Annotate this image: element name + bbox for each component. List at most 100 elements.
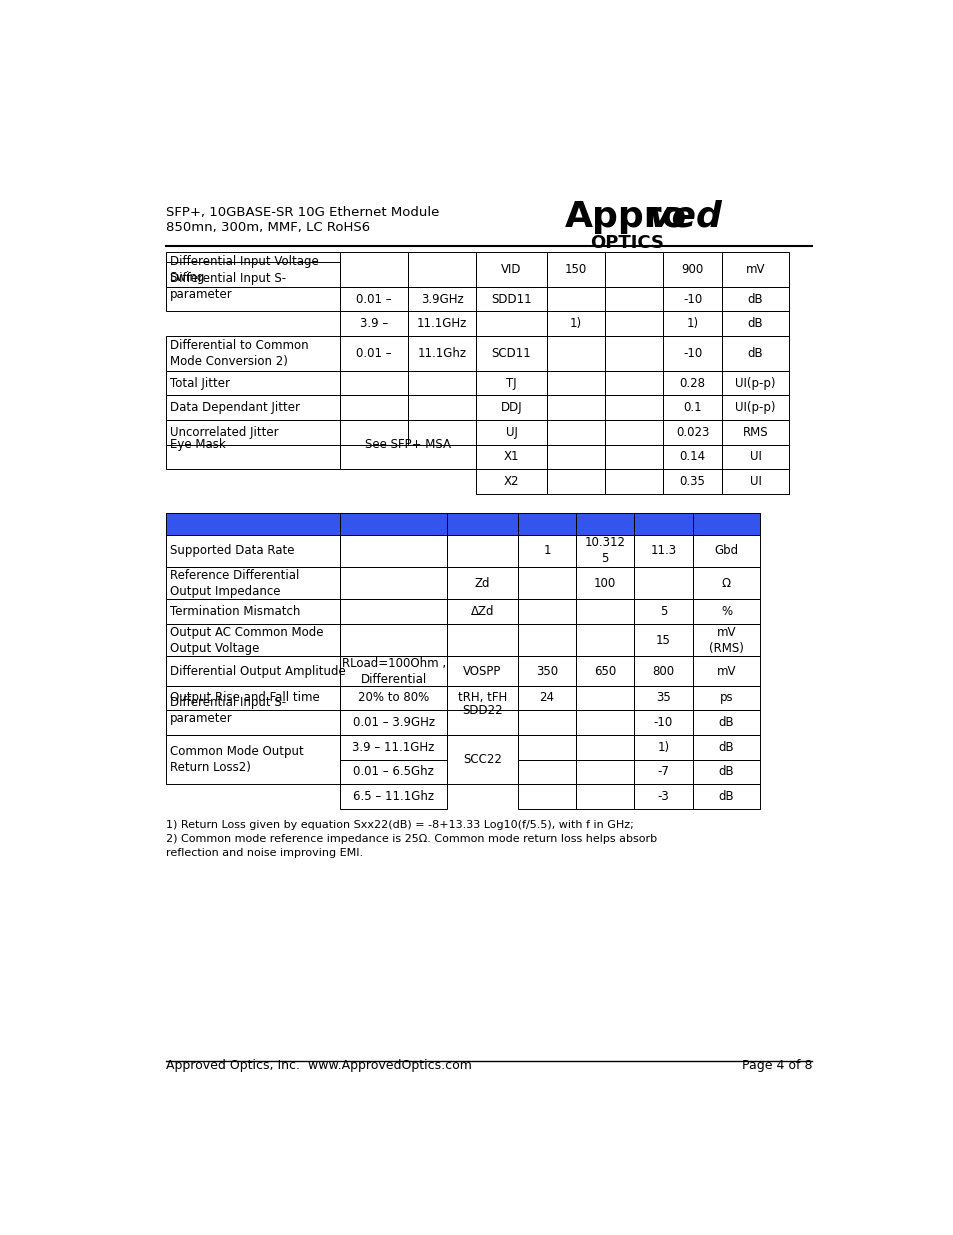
Bar [720, 445, 789, 469]
Bar [166, 685, 340, 735]
Text: RLoad=100Ohm ,
Differential: RLoad=100Ohm , Differential [341, 657, 445, 685]
Bar [720, 420, 789, 445]
Text: mV: mV [745, 263, 764, 275]
Text: VOSPP: VOSPP [463, 664, 501, 678]
Text: SFP+, 10GBASE-SR 10G Ethernet Module: SFP+, 10GBASE-SR 10G Ethernet Module [166, 206, 438, 219]
Bar [517, 760, 576, 784]
Bar [604, 336, 662, 370]
Bar [166, 624, 340, 656]
Bar [604, 469, 662, 494]
Bar [546, 370, 604, 395]
Bar [692, 624, 760, 656]
Text: 1): 1) [686, 317, 698, 330]
Text: 0.01 – 6.5Ghz: 0.01 – 6.5Ghz [353, 766, 434, 778]
Bar [166, 395, 340, 420]
Bar [634, 760, 692, 784]
Text: 0.35: 0.35 [679, 475, 704, 488]
Bar [634, 535, 692, 567]
Text: 900: 900 [680, 263, 703, 275]
Text: SDD22: SDD22 [461, 704, 502, 716]
Bar [604, 445, 662, 469]
Bar [340, 784, 446, 809]
Bar [166, 262, 340, 311]
Bar [662, 445, 720, 469]
Bar [692, 514, 760, 535]
Bar [576, 514, 634, 535]
Bar [446, 514, 517, 535]
Text: 24: 24 [539, 692, 554, 704]
Bar [446, 535, 517, 567]
Text: 0.01 –: 0.01 – [356, 347, 392, 359]
Bar [340, 535, 446, 567]
Text: SCC22: SCC22 [462, 753, 501, 766]
Bar [604, 252, 662, 287]
Text: Output Rise and Fall time: Output Rise and Fall time [170, 692, 319, 704]
Bar [576, 599, 634, 624]
Text: 0.14: 0.14 [679, 451, 705, 463]
Text: Termination Mismatch: Termination Mismatch [170, 605, 299, 619]
Bar [340, 287, 408, 311]
Text: 35: 35 [656, 692, 670, 704]
Bar [576, 784, 634, 809]
Bar [692, 710, 760, 735]
Bar [476, 469, 546, 494]
Bar [576, 624, 634, 656]
Text: 2) Common mode reference impedance is 25Ω. Common mode return loss helps absorb: 2) Common mode reference impedance is 25… [166, 835, 657, 845]
Bar [546, 252, 604, 287]
Bar [408, 252, 476, 287]
Bar [662, 370, 720, 395]
Text: Differential Input S-
parameter: Differential Input S- parameter [170, 272, 286, 301]
Text: 0.01 – 3.9GHz: 0.01 – 3.9GHz [353, 716, 435, 729]
Bar [546, 395, 604, 420]
Bar [166, 567, 340, 599]
Bar [634, 685, 692, 710]
Bar [340, 395, 408, 420]
Text: %: % [720, 605, 731, 619]
Text: 100: 100 [594, 577, 616, 590]
Bar [166, 685, 340, 710]
Bar [517, 784, 576, 809]
Bar [662, 252, 720, 287]
Text: UJ: UJ [505, 426, 517, 438]
Bar [476, 287, 546, 311]
Text: dB: dB [718, 790, 734, 803]
Bar [604, 311, 662, 336]
Text: 3.9GHz: 3.9GHz [420, 293, 463, 305]
Text: -10: -10 [682, 293, 701, 305]
Text: UI(p-p): UI(p-p) [735, 401, 775, 414]
Text: SCD11: SCD11 [491, 347, 531, 359]
Bar [166, 370, 340, 395]
Bar [634, 567, 692, 599]
Bar [408, 287, 476, 311]
Text: UI: UI [749, 451, 760, 463]
Bar [634, 784, 692, 809]
Text: 11.1GHz: 11.1GHz [416, 317, 467, 330]
Bar [576, 535, 634, 567]
Text: OPTICS: OPTICS [589, 233, 663, 252]
Text: Differential Input S-
parameter: Differential Input S- parameter [170, 695, 286, 725]
Text: dB: dB [747, 347, 762, 359]
Bar [546, 420, 604, 445]
Text: ved: ved [648, 200, 721, 233]
Text: Reference Differential
Output Impedance: Reference Differential Output Impedance [170, 569, 298, 598]
Bar [546, 469, 604, 494]
Bar [166, 420, 340, 469]
Bar [340, 710, 446, 735]
Text: Gbd: Gbd [714, 545, 738, 557]
Bar [720, 395, 789, 420]
Text: 150: 150 [564, 263, 587, 275]
Text: Differential to Common
Mode Conversion 2): Differential to Common Mode Conversion 2… [170, 338, 308, 368]
Bar [546, 445, 604, 469]
Text: 10.312
5: 10.312 5 [584, 536, 625, 566]
Bar [340, 624, 446, 656]
Text: 1) Return Loss given by equation Sxx22(dB) = -8+13.33 Log10(f/5.5), with f in GH: 1) Return Loss given by equation Sxx22(d… [166, 820, 633, 830]
Text: 3.9 – 11.1GHz: 3.9 – 11.1GHz [352, 741, 435, 753]
Bar [576, 685, 634, 710]
Text: TJ: TJ [506, 377, 517, 389]
Bar [476, 311, 546, 336]
Bar [692, 685, 760, 710]
Bar [340, 311, 408, 336]
Bar [662, 420, 720, 445]
Bar [476, 252, 546, 287]
Bar [166, 735, 340, 784]
